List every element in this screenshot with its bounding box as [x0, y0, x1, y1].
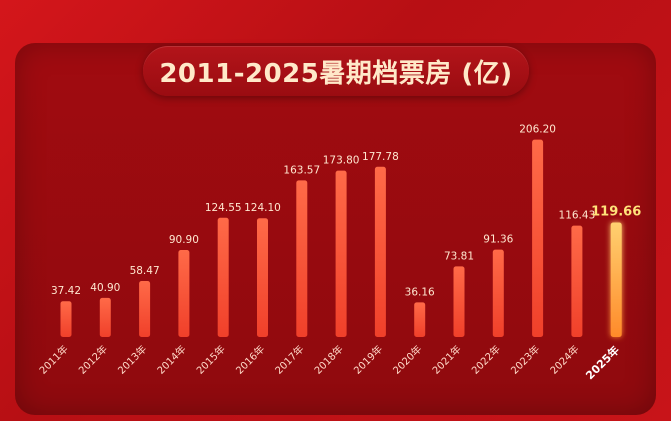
bar-2016年: [257, 218, 268, 337]
data-label-2020年: 36.16: [405, 286, 435, 298]
x-tick-label-2024年: 2024年: [547, 342, 581, 376]
data-label-2019年: 177.78: [362, 151, 399, 163]
data-label-2018年: 173.80: [323, 155, 360, 167]
data-label-2011年: 37.42: [51, 285, 81, 297]
data-label-2014年: 90.90: [169, 234, 199, 246]
data-label-2025年: 119.66: [591, 205, 641, 220]
bar-2020年: [414, 302, 426, 337]
x-tick-label-2025年: 2025年: [583, 343, 622, 382]
x-tick-label-2022年: 2022年: [469, 342, 503, 376]
x-tick-label-2019年: 2019年: [351, 342, 385, 376]
x-tick-label-2016年: 2016年: [233, 342, 267, 376]
x-tick-label-2020年: 2020年: [390, 342, 424, 376]
x-tick-label-2021年: 2021年: [429, 342, 463, 376]
bar-2013年: [139, 281, 151, 337]
bar-2024年: [571, 225, 583, 337]
bar-2019年: [374, 166, 386, 337]
x-tick-label-2018年: 2018年: [311, 342, 345, 376]
x-tick-label-2017年: 2017年: [272, 342, 306, 376]
bar-2011年: [60, 301, 72, 337]
x-tick-label-2012年: 2012年: [76, 342, 110, 376]
x-tick-label-2011年: 2011年: [36, 342, 70, 376]
x-tick-label-2015年: 2015年: [194, 342, 228, 376]
bar-2012年: [99, 297, 111, 337]
x-tick-label-2013年: 2013年: [115, 342, 149, 376]
chart-panel: [15, 43, 656, 415]
x-tick-label-2023年: 2023年: [508, 342, 542, 376]
data-label-2016年: 124.10: [244, 202, 281, 214]
bar-2014年: [178, 250, 190, 337]
chart-title: 2011-2025暑期档票房 (亿): [159, 58, 513, 89]
title-pill: 2011-2025暑期档票房 (亿): [143, 46, 529, 96]
bar-2022年: [492, 249, 504, 337]
bar-2017年: [296, 180, 308, 337]
data-label-2012年: 40.90: [90, 282, 120, 294]
bar-2021年: [453, 266, 465, 337]
data-label-2013年: 58.47: [130, 265, 160, 277]
data-label-2015年: 124.55: [205, 202, 242, 214]
bar-2025年: [610, 222, 622, 337]
data-label-2017年: 163.57: [283, 164, 320, 176]
bar-2015年: [217, 217, 229, 337]
bar-2018年: [335, 170, 347, 337]
data-label-2021年: 73.81: [444, 250, 474, 262]
bar-2023年: [532, 139, 544, 337]
data-label-2023年: 206.20: [519, 124, 556, 136]
data-label-2022年: 91.36: [483, 234, 513, 246]
data-label-2024年: 116.43: [559, 210, 596, 222]
x-tick-label-2014年: 2014年: [154, 342, 188, 376]
